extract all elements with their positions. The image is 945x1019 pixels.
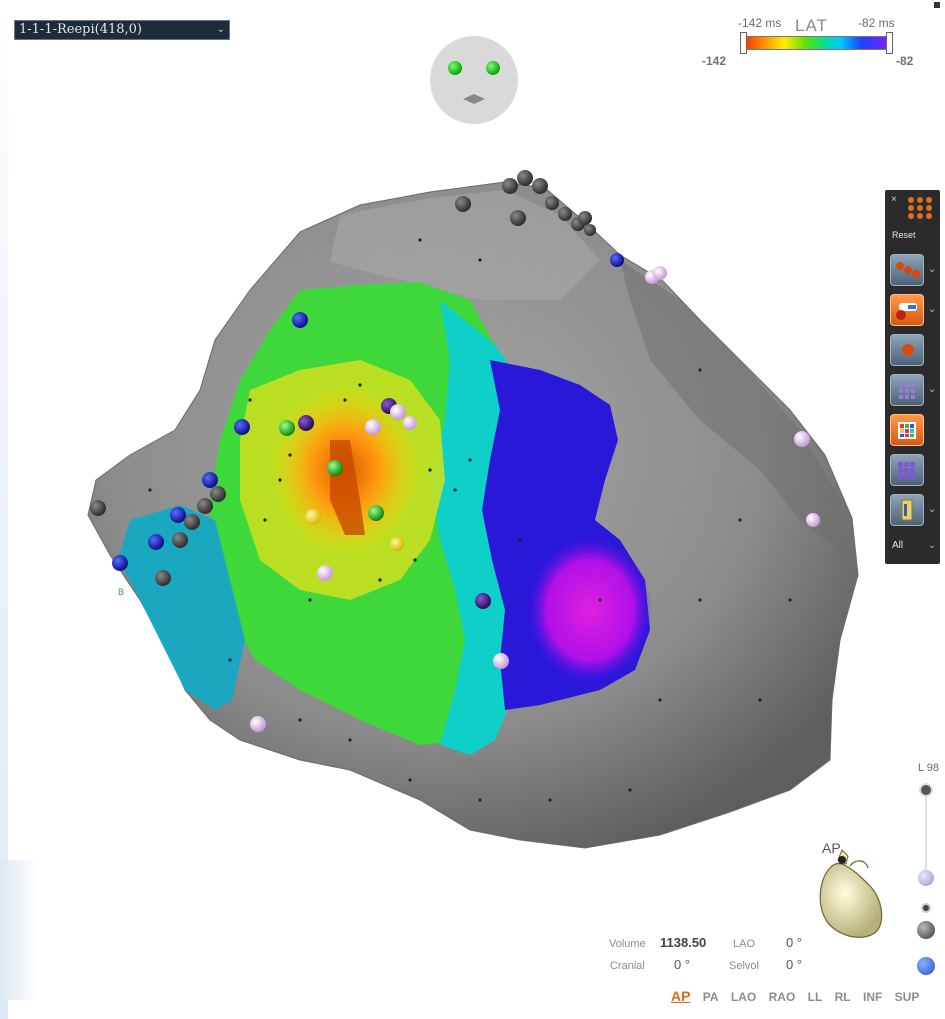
scale-max-label: -82 ms <box>858 16 895 30</box>
scale-title: LAT <box>795 16 828 35</box>
selvol-value: 0 ° <box>786 957 803 972</box>
grid-tool-button[interactable] <box>890 374 924 406</box>
view-pa-button[interactable]: PA <box>702 990 719 1004</box>
color-grid-tool-button[interactable] <box>890 414 924 446</box>
cranial-label: Cranial <box>610 960 645 972</box>
mesh-tool-button[interactable] <box>890 454 924 486</box>
scale-min-label: -142 ms <box>738 16 782 30</box>
face-mouth <box>463 94 485 104</box>
catheter-points <box>90 170 820 732</box>
left-corner-gradient <box>0 860 38 1000</box>
zoom-in-button[interactable] <box>921 903 931 913</box>
map-selector-value: 1-1-1-Reepi(418,0) <box>19 22 143 37</box>
chevron-down-icon: ⌄ <box>216 24 225 35</box>
clip-icon <box>901 499 913 521</box>
map-tools-toolbar: × Reset ⌄ ⌄ ⌄ ⌄ All ⌄ <box>885 190 940 564</box>
view-ll-button[interactable]: LL <box>807 990 823 1004</box>
chevron-down-icon[interactable]: ⌄ <box>928 504 937 515</box>
surface-highlight <box>330 190 600 300</box>
zoom-slider-thumb[interactable] <box>918 870 934 886</box>
zoom-level-label: L 98 <box>918 762 940 774</box>
heart-view-label: AP <box>822 840 841 856</box>
scale-max-handle[interactable] <box>886 32 893 54</box>
lat-color-scale: -142 ms LAT -82 ms -142 -82 <box>700 14 920 70</box>
view-preset-bar: AP PA LAO RAO LL RL INF SUP <box>671 988 928 1004</box>
point-tag-label: B <box>118 587 125 597</box>
lao-value: 0 ° <box>786 935 803 950</box>
corner-marker <box>934 2 940 8</box>
chevron-down-icon[interactable]: ⌄ <box>928 540 937 551</box>
view-ap-button[interactable]: AP <box>671 988 691 1004</box>
lat-map-teal-left <box>118 505 245 710</box>
toolbar-close-icon[interactable]: × <box>891 194 897 205</box>
map-selector-dropdown[interactable]: 1-1-1-Reepi(418,0) ⌄ <box>14 20 230 40</box>
scale-min-handle[interactable] <box>740 32 747 54</box>
mesh-icon <box>898 462 915 479</box>
grid-points-icon[interactable] <box>905 194 933 220</box>
scale-max-value: -82 <box>896 54 914 68</box>
surface-speckles <box>148 238 792 802</box>
face-right-eye <box>486 61 500 75</box>
zoom-slider-track[interactable] <box>925 796 927 884</box>
points-icon <box>896 262 920 278</box>
zoom-out-button[interactable] <box>919 783 933 797</box>
volume-label: Volume <box>609 938 646 950</box>
volume-value: 1138.50 <box>660 935 707 950</box>
catheter-tool-button[interactable] <box>890 294 924 326</box>
view-inf-button[interactable]: INF <box>862 990 883 1004</box>
points-tool-button[interactable] <box>890 254 924 286</box>
clip-tool-button[interactable] <box>890 494 924 526</box>
orientation-face-widget[interactable] <box>430 36 518 124</box>
heart-orientation-icon[interactable] <box>810 848 888 948</box>
single-point-tool-button[interactable] <box>890 334 924 366</box>
confirm-check-icon[interactable] <box>917 957 935 975</box>
color-grid-icon <box>898 422 916 439</box>
selvol-label: Selvol <box>729 960 759 972</box>
view-rao-button[interactable]: RAO <box>768 990 796 1004</box>
scale-min-value: -142 <box>702 54 727 68</box>
view-lao-button[interactable]: LAO <box>730 990 757 1004</box>
cranial-value: 0 ° <box>674 957 691 972</box>
grid-icon <box>899 383 915 399</box>
chevron-down-icon[interactable]: ⌄ <box>928 264 937 275</box>
toolbar-reset-button[interactable]: Reset <box>892 230 916 240</box>
lat-gradient-bar <box>742 36 892 50</box>
lat-map-cyan-zone <box>430 300 520 755</box>
left-edge-gradient <box>0 0 8 1019</box>
view-sup-button[interactable]: SUP <box>894 990 920 1004</box>
view-rl-button[interactable]: RL <box>834 990 851 1004</box>
lat-map-magenta-zone <box>528 538 652 682</box>
chevron-down-icon[interactable]: ⌄ <box>928 304 937 315</box>
single-point-icon <box>902 344 914 356</box>
chevron-down-icon[interactable]: ⌄ <box>928 384 937 395</box>
surface-shadow <box>620 260 850 560</box>
toolbar-filter-select[interactable]: All <box>892 540 904 551</box>
face-left-eye <box>448 61 462 75</box>
rotate-reset-icon[interactable] <box>917 921 935 939</box>
lao-label: LAO <box>733 938 756 950</box>
catheter-icon <box>896 303 917 320</box>
